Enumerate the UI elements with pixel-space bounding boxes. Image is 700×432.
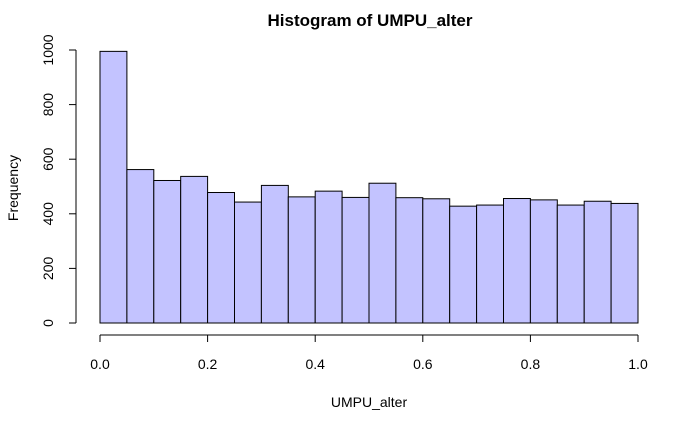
histogram-bar-12: [395, 197, 424, 324]
histogram-bar-7: [260, 184, 289, 324]
y-tick-label: 400: [40, 202, 56, 226]
x-tick-label: 0.6: [413, 356, 433, 372]
y-tick-label: 0: [40, 319, 56, 327]
histogram-bar-8: [287, 196, 316, 324]
y-axis-label: Frequency: [5, 155, 21, 221]
x-tick-label: 0.0: [90, 356, 110, 372]
histogram-bar-6: [234, 201, 262, 324]
histogram-bar-15: [476, 204, 505, 324]
histogram-bar-16: [503, 198, 531, 324]
histogram-bar-20: [610, 202, 639, 324]
histogram-bar-10: [341, 196, 370, 324]
x-tick-label: 0.2: [198, 356, 218, 372]
y-axis: 0 200 400 600 800 1000: [40, 34, 77, 327]
histogram-bar-18: [556, 204, 585, 324]
x-tick-label: 0.4: [305, 356, 325, 372]
histogram-bar-3: [153, 179, 182, 324]
y-tick-label: 800: [40, 93, 56, 117]
bars-group: [99, 50, 639, 324]
histogram-bar-14: [449, 205, 478, 324]
histogram-bar-2: [126, 169, 155, 324]
histogram-bar-17: [529, 199, 558, 324]
histogram-bar-9: [314, 190, 343, 324]
histogram-bar-1: [99, 50, 128, 324]
y-tick-label: 200: [40, 257, 56, 281]
x-axis-label: UMPU_alter: [331, 394, 408, 410]
histogram-bar-5: [207, 192, 236, 324]
y-tick-label: 600: [40, 147, 56, 171]
x-tick-label: 0.8: [521, 356, 541, 372]
histogram-bar-11: [368, 182, 397, 324]
y-tick-label: 1000: [40, 34, 56, 65]
histogram-bar-19: [583, 200, 612, 324]
histogram-bar-13: [422, 198, 451, 324]
x-tick-label: 1.0: [628, 356, 648, 372]
x-axis: 0.0 0.2 0.4 0.6 0.8 1.0: [90, 334, 648, 372]
histogram-bar-4: [180, 175, 209, 324]
chart-title: Histogram of UMPU_alter: [268, 11, 473, 30]
